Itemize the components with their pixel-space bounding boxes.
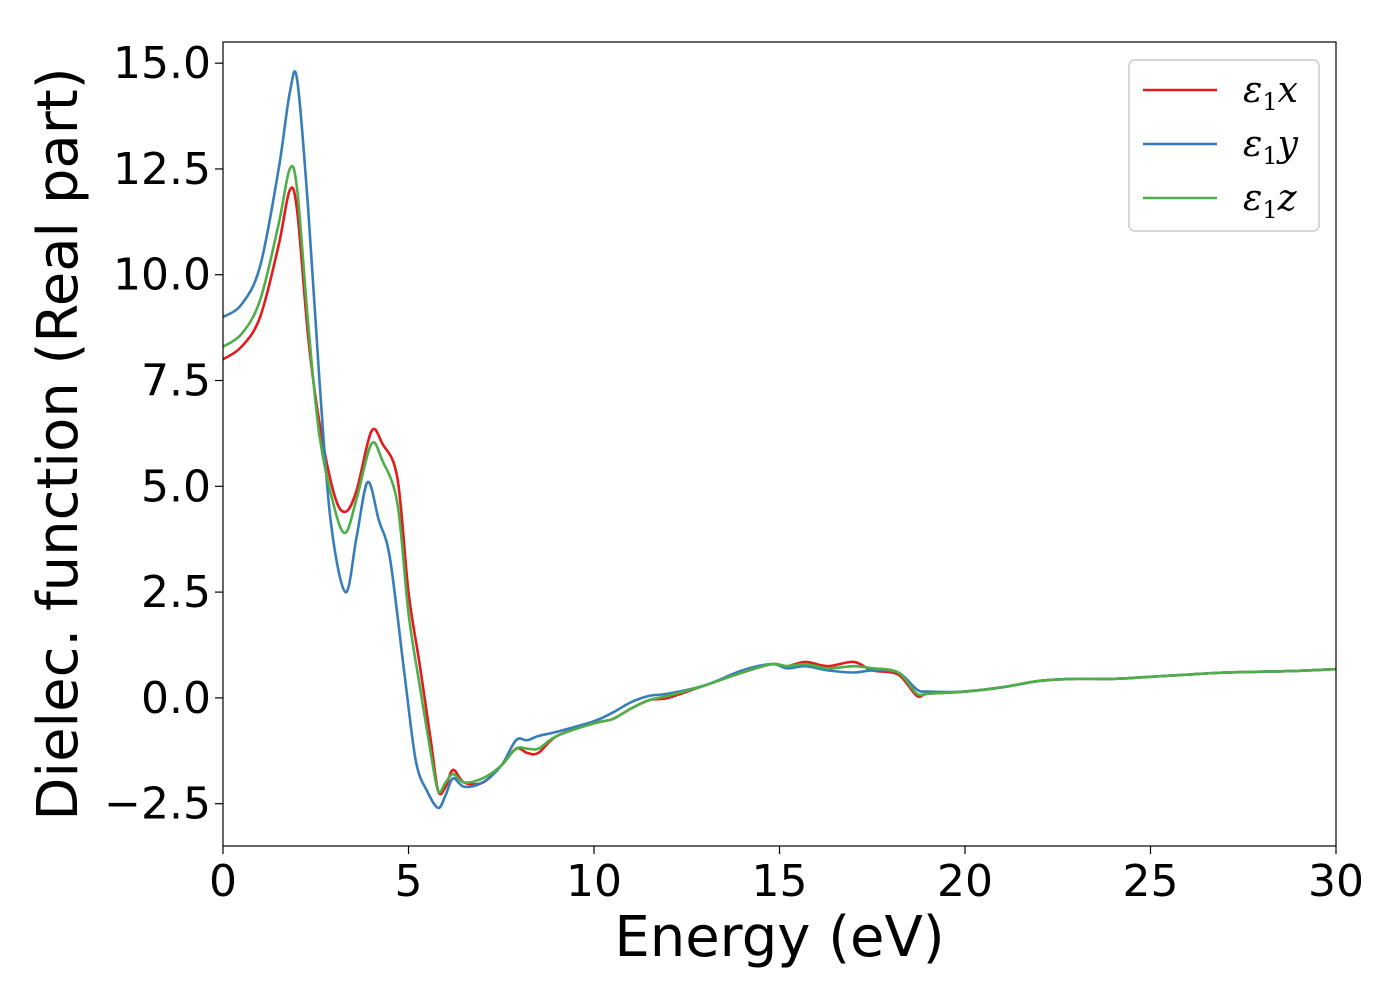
- series-layer: [223, 70, 1336, 810]
- legend-label-x: ε1x: [1243, 70, 1298, 116]
- y-tick-label: 10.0: [113, 250, 211, 301]
- y-tick-label: 5.0: [141, 461, 211, 512]
- y-axis: −2.5 0.0 2.5 5.0 7.5 10.0 12.5 15.0: [104, 38, 223, 830]
- legend-label-z: ε1z: [1243, 178, 1298, 224]
- y-tick-label: 12.5: [113, 144, 211, 195]
- y-tick-label: −2.5: [104, 779, 211, 830]
- legend-label-y: ε1y: [1243, 124, 1299, 170]
- y-axis-label: Dielec. function (Real part): [26, 67, 91, 820]
- x-tick-label: 15: [752, 856, 808, 907]
- legend: ε1x ε1y ε1z: [1128, 59, 1320, 232]
- y-tick-label: 2.5: [141, 567, 211, 618]
- x-axis: 0 5 10 15 20 25 30: [209, 846, 1364, 907]
- x-tick-label: 10: [566, 856, 622, 907]
- x-tick-label: 30: [1308, 856, 1364, 907]
- series-line-z: [223, 164, 1336, 794]
- x-axis-label: Energy (eV): [614, 905, 944, 970]
- x-tick-label: 25: [1123, 856, 1179, 907]
- y-tick-label: 15.0: [113, 38, 211, 89]
- y-tick-label: 7.5: [141, 356, 211, 407]
- y-tick-label: 0.0: [141, 673, 211, 724]
- legend-box: [1128, 59, 1320, 232]
- x-tick-label: 5: [395, 856, 423, 907]
- x-tick-label: 0: [209, 856, 237, 907]
- x-tick-label: 20: [937, 856, 993, 907]
